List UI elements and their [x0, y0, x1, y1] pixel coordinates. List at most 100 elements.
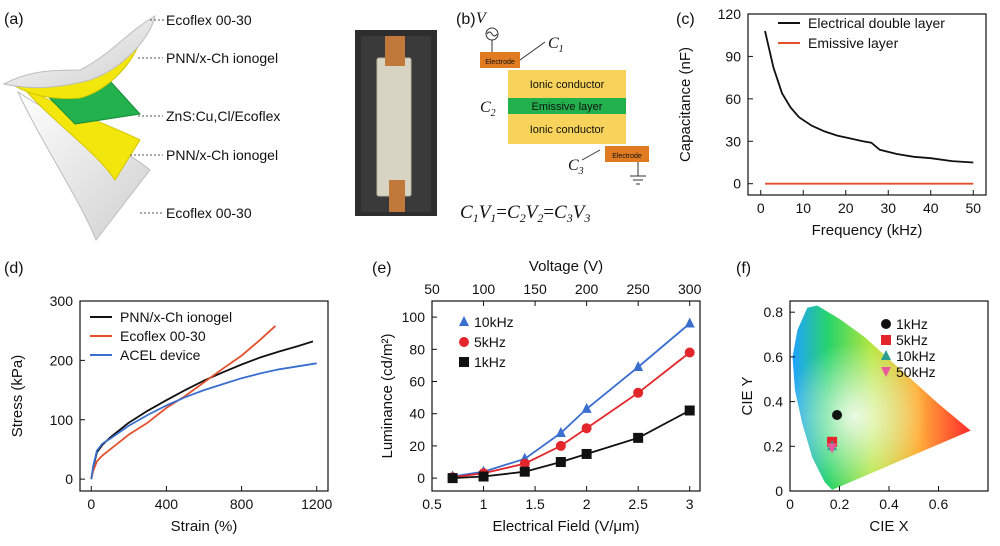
- legend-label-ecoflex-00-30: Ecoflex 00-30: [120, 328, 206, 344]
- y-tick-label: 100: [402, 309, 426, 325]
- legend-marker: [459, 337, 469, 347]
- electrode-bottom-label: Electrode: [612, 153, 642, 160]
- ionic-conductor-bottom: [508, 114, 626, 144]
- x-axis-label: Strain (%): [171, 518, 238, 535]
- legend-label-pnn-x-ch-ionogel: PNN/x-Ch ionogel: [120, 309, 232, 325]
- legend-marker: [881, 350, 891, 360]
- x-tick-label: 0.2: [830, 496, 850, 512]
- chart-stress-strain: 0 400 800 1200 0 100 200 300 Strain (%) Stress (k…: [4, 260, 333, 535]
- plot-frame: [747, 13, 987, 196]
- x2-axis-label: Voltage (V): [529, 258, 603, 275]
- x-axis-label: CIE X: [869, 518, 908, 535]
- legend-marker: [459, 357, 469, 367]
- x-tick-label: 10: [795, 200, 811, 216]
- data-point: [555, 457, 566, 468]
- x2-tick-label: 200: [575, 281, 599, 297]
- x2-tick-label: 100: [472, 281, 496, 297]
- x-tick-label: 400: [155, 496, 179, 512]
- c1-label: C1: [548, 35, 564, 55]
- x-tick-label: 0: [757, 200, 765, 216]
- y-tick-label: 300: [50, 293, 74, 309]
- ionic-conductor-bottom-label: Ionic conductor: [530, 124, 605, 136]
- y-tick-label: 20: [409, 438, 425, 454]
- c2-label: C2: [480, 99, 496, 119]
- data-point: [633, 387, 644, 398]
- panel-f-label: (f): [736, 260, 751, 277]
- y-tick-label: 120: [718, 6, 742, 22]
- series-50khz: [827, 443, 838, 454]
- ionic-conductor-top-label: Ionic conductor: [530, 79, 605, 91]
- y-tick-label: 90: [725, 48, 741, 64]
- series-line: [90, 340, 314, 480]
- data-point: [633, 432, 644, 443]
- electrode-top: [480, 52, 520, 68]
- chart-capacitance: 0 10 20 30 40 50 0 30 60 90 120 Frequency (kHz) Capa…: [676, 6, 987, 239]
- series-line: [452, 409, 691, 479]
- x-tick-label: 0: [786, 496, 794, 512]
- series-acel-device: [90, 362, 317, 480]
- x-tick-label: 0: [87, 496, 95, 512]
- x-tick-label: 50: [965, 200, 981, 216]
- legend-marker: [881, 319, 891, 329]
- legend-marker: [881, 367, 891, 377]
- data-point: [832, 410, 843, 420]
- data-point: [684, 347, 695, 358]
- x-tick-label: 20: [838, 200, 854, 216]
- y-axis-label: Capacitance (nF): [677, 47, 694, 162]
- series-line: [764, 30, 974, 164]
- legend-marker: [459, 316, 469, 326]
- x-tick-label: 1.5: [525, 496, 545, 512]
- y-tick-label: 0.8: [764, 304, 784, 320]
- x-tick-label: 40: [923, 200, 939, 216]
- y-tick-label: 60: [409, 374, 425, 390]
- ecoflex-top-layer: [2, 15, 156, 88]
- data-point: [827, 443, 838, 454]
- y-axis-label: CIE Y: [739, 377, 756, 416]
- panel-c-label: (c): [676, 11, 695, 28]
- chart-luminance: 0.5 1 1.5 2 2.5 3 0 20 40 60 80 100 50 100 150 200 250 30…: [372, 258, 702, 535]
- x-tick-label: 1: [480, 496, 488, 512]
- x-tick-label: 800: [230, 496, 254, 512]
- plot-frame: [431, 300, 701, 492]
- panel-b-label: (b): [456, 11, 476, 28]
- panel-b: (b) V Electrode C1 Ionic conductor Emiss…: [456, 10, 649, 225]
- series-1khz: [447, 405, 695, 484]
- panel-e-label: (e): [372, 260, 392, 277]
- y-tick-label: 0: [733, 176, 741, 192]
- layer-label-emissive: ZnS:Cu,Cl/Ecoflex: [166, 108, 280, 124]
- emissive-layer-box: [508, 98, 626, 114]
- legend-label-5khz: 5kHz: [896, 332, 928, 348]
- ground-icon: [630, 175, 646, 185]
- source-voltage-label: V: [476, 10, 488, 27]
- capacitance-equation: C1V1=C2V2=C3V3: [460, 202, 590, 225]
- data-point: [684, 405, 695, 416]
- series-line: [90, 325, 277, 480]
- x-tick-label: 1200: [301, 496, 332, 512]
- y-tick-label: 0.2: [764, 438, 784, 454]
- y-axis-label: Stress (kPa): [9, 355, 26, 438]
- y-tick-label: 0: [65, 471, 73, 487]
- layer-label-bottom-ecoflex: Ecoflex 00-30: [166, 205, 252, 221]
- data-point: [581, 423, 592, 434]
- legend-label-1khz: 1kHz: [896, 316, 928, 332]
- data-point: [519, 458, 530, 469]
- data-point: [447, 473, 458, 484]
- legend-label-emissive-layer: Emissive layer: [808, 35, 899, 51]
- x-tick-label: 0.4: [879, 496, 899, 512]
- x-tick-label: 2: [583, 496, 591, 512]
- legend-label-1khz: 1kHz: [474, 354, 506, 370]
- series-pnn-x-ch-ionogel: [90, 340, 314, 480]
- y-tick-label: 80: [409, 341, 425, 357]
- x-tick-label: 0.6: [929, 496, 949, 512]
- data-point: [519, 466, 530, 477]
- layer-label-top-ecoflex: Ecoflex 00-30: [166, 12, 252, 28]
- ionic-conductor-top: [508, 70, 626, 98]
- y-tick-label: 0.6: [764, 349, 784, 365]
- x-axis-label: Electrical Field (V/μm): [493, 518, 640, 535]
- c3-label: C3: [568, 157, 584, 177]
- data-point: [555, 440, 566, 451]
- x2-tick-label: 300: [678, 281, 702, 297]
- x2-tick-label: 50: [424, 281, 440, 297]
- layer-label-bottom-ionogel: PNN/x-Ch ionogel: [166, 147, 278, 163]
- plot-frame: [79, 300, 329, 492]
